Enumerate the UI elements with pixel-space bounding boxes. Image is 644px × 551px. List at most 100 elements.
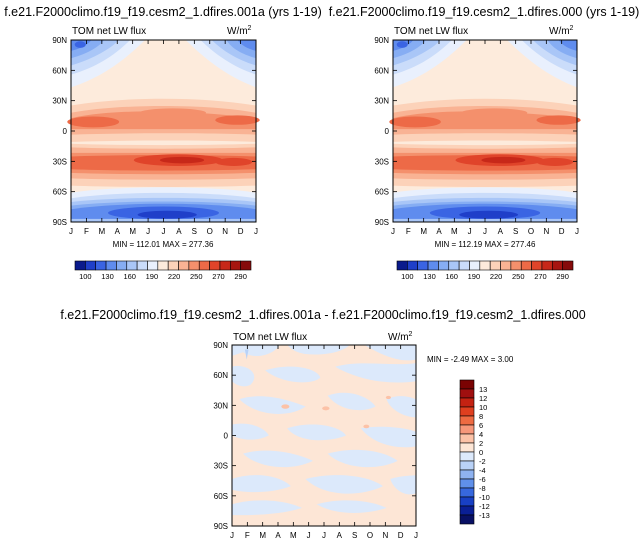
panel-a-colorbar-box [178,260,190,271]
panel-b-x-tick-label: A [436,227,442,236]
panel-b-min-max: MIN = 112.19 MAX = 277.46 [435,240,536,249]
panel-b-colorbar-label: 130 [423,272,436,281]
panel-c-colorbar-label: -6 [479,475,486,484]
panel-b-colorbar-box [500,260,512,271]
panel-b-colorbar-box [520,260,532,271]
panel-a-colorbar-box [198,260,210,271]
panel-a-x-tick-label: S [192,227,197,236]
panel-a-x-tick-label: A [176,227,182,236]
panel-c-x-tick-label: J [322,531,326,540]
panel-c-colorbar-label: -13 [479,511,490,520]
panel-a-y-tick-label: 30N [52,97,67,106]
panel-c-colorbar-box [459,478,475,489]
panel-a-x-tick-label: O [207,227,213,236]
panel-b-y-tick-label: 90S [375,218,389,227]
panel-b-y-tick-label: 60S [375,188,389,197]
panel-c-units: W/m2 [388,331,413,343]
panel-b-x-tick-label: D [559,227,565,236]
panel-b-plot-area [389,39,581,223]
panel-b-colorbar-box [417,260,429,271]
panel-c-x-tick-label: O [367,531,373,540]
panel-b-y-tick-label: 30S [375,157,389,166]
panel-c-x-tick-label: D [398,531,404,540]
panel-a-x-tick-label: F [84,227,89,236]
panel-a-x-tick-label: D [238,227,244,236]
panel-b-x-tick-label: J [483,227,487,236]
panel-c-min-max: MIN = -2.49 MAX = 3.00 [427,355,514,364]
panel-c-colorbar-box [459,424,475,435]
panel-a-variable-label: TOM net LW flux [72,26,146,37]
panel-b-units: W/m2 [549,25,574,37]
panel-c-x-tick-label: M [290,531,297,540]
panel-b-colorbar-label: 270 [534,272,547,281]
panel-c-x-tick-label: M [259,531,266,540]
panel-a-min-max: MIN = 112.01 MAX = 277.36 [113,240,214,249]
panel-a-y-tick-label: 60N [52,66,67,75]
panel-c-colorbar-label: 12 [479,394,487,403]
panel-a-colorbar-box [219,260,231,271]
panel-a-y-tick-label: 60S [53,188,67,197]
panel-c-colorbar-box [459,433,475,444]
panel-a-x-tick-label: J [69,227,73,236]
panel-c-colorbar-label: -8 [479,484,486,493]
panel-c-y-tick-label: 30S [214,462,228,471]
panel-a-plot-area [67,39,260,223]
panel-a-colorbar-box [126,260,138,271]
panel-a-colorbar-box [136,260,148,271]
panel-c-y-tick-label: 90S [214,522,228,531]
panel-a-colorbar-box [209,260,221,271]
panel-b-colorbar-box [438,260,450,271]
panel-c-x-tick-label: J [307,531,311,540]
panel-c-colorbar-label: -10 [479,493,490,502]
panel-a-x-tick-label: M [98,227,105,236]
panel-c-x-tick-label: J [414,531,418,540]
panel-c-colorbar-label: 8 [479,412,483,421]
panel-b-x-tick-label: F [406,227,411,236]
panel-c-y-tick-label: 90N [213,341,228,350]
panel-a-colorbar-box [167,260,179,271]
panel-b-x-tick-label: M [420,227,427,236]
panel-b-colorbar-box [469,260,481,271]
panel-c-colorbar-box [459,469,475,480]
panel-a-colorbar: 100 130 160 190 220 250 270 290 [74,260,252,281]
panel-c-y-tick-label: 30N [213,401,228,410]
panel-a-colorbar-box [188,260,200,271]
panel-a-colorbar-box [74,260,86,271]
panel-c-colorbar-label: 4 [479,430,483,439]
panel-b-colorbar-box [551,260,563,271]
panel-a-colorbar-box [85,260,97,271]
panel-a-colorbar-label: 270 [212,272,225,281]
panel-b-colorbar-label: 160 [445,272,458,281]
panel-b-x-tick-label: N [543,227,549,236]
panel-c-colorbar-label: 0 [479,448,483,457]
panel-b-colorbar-label: 100 [401,272,414,281]
panel-c-x-tick-label: F [245,531,250,540]
panel-a-x-tick-label: J [146,227,150,236]
panel-a-x-tick-label: N [222,227,228,236]
panel-b-colorbar-box [427,260,439,271]
panel-c-colorbar-box [459,388,475,399]
panel-a-y-tick-label: 30S [53,157,67,166]
panel-a-colorbar-label: 220 [168,272,181,281]
panel-b-colorbar-box [541,260,553,271]
panel-b-colorbar-box [510,260,522,271]
panel-c-y-tick-label: 60N [213,371,228,380]
panel-b-colorbar-box [489,260,501,271]
panel-c-colorbar-box [459,496,475,507]
panel-a-colorbar-label: 100 [79,272,92,281]
panel-a-colorbar-label: 160 [123,272,136,281]
panel-b-x-tick-label: J [575,227,579,236]
panel-c: f.e21.F2000climo.f19_f19.cesm2_1.dfires.… [60,308,585,540]
panel-c-colorbar-label: 2 [479,439,483,448]
panel-b-x-tick-label: S [513,227,518,236]
panel-c-colorbar-box [459,505,475,516]
panel-a-title: f.e21.F2000climo.f19_f19.cesm2_1.dfires.… [4,5,322,19]
panel-c-x-tick-label: A [275,531,281,540]
panel-c-x-tick-label: S [352,531,357,540]
panel-a-colorbar-box [240,260,252,271]
panel-c-colorbar-box [459,460,475,471]
panel-b-colorbar-box [458,260,470,271]
